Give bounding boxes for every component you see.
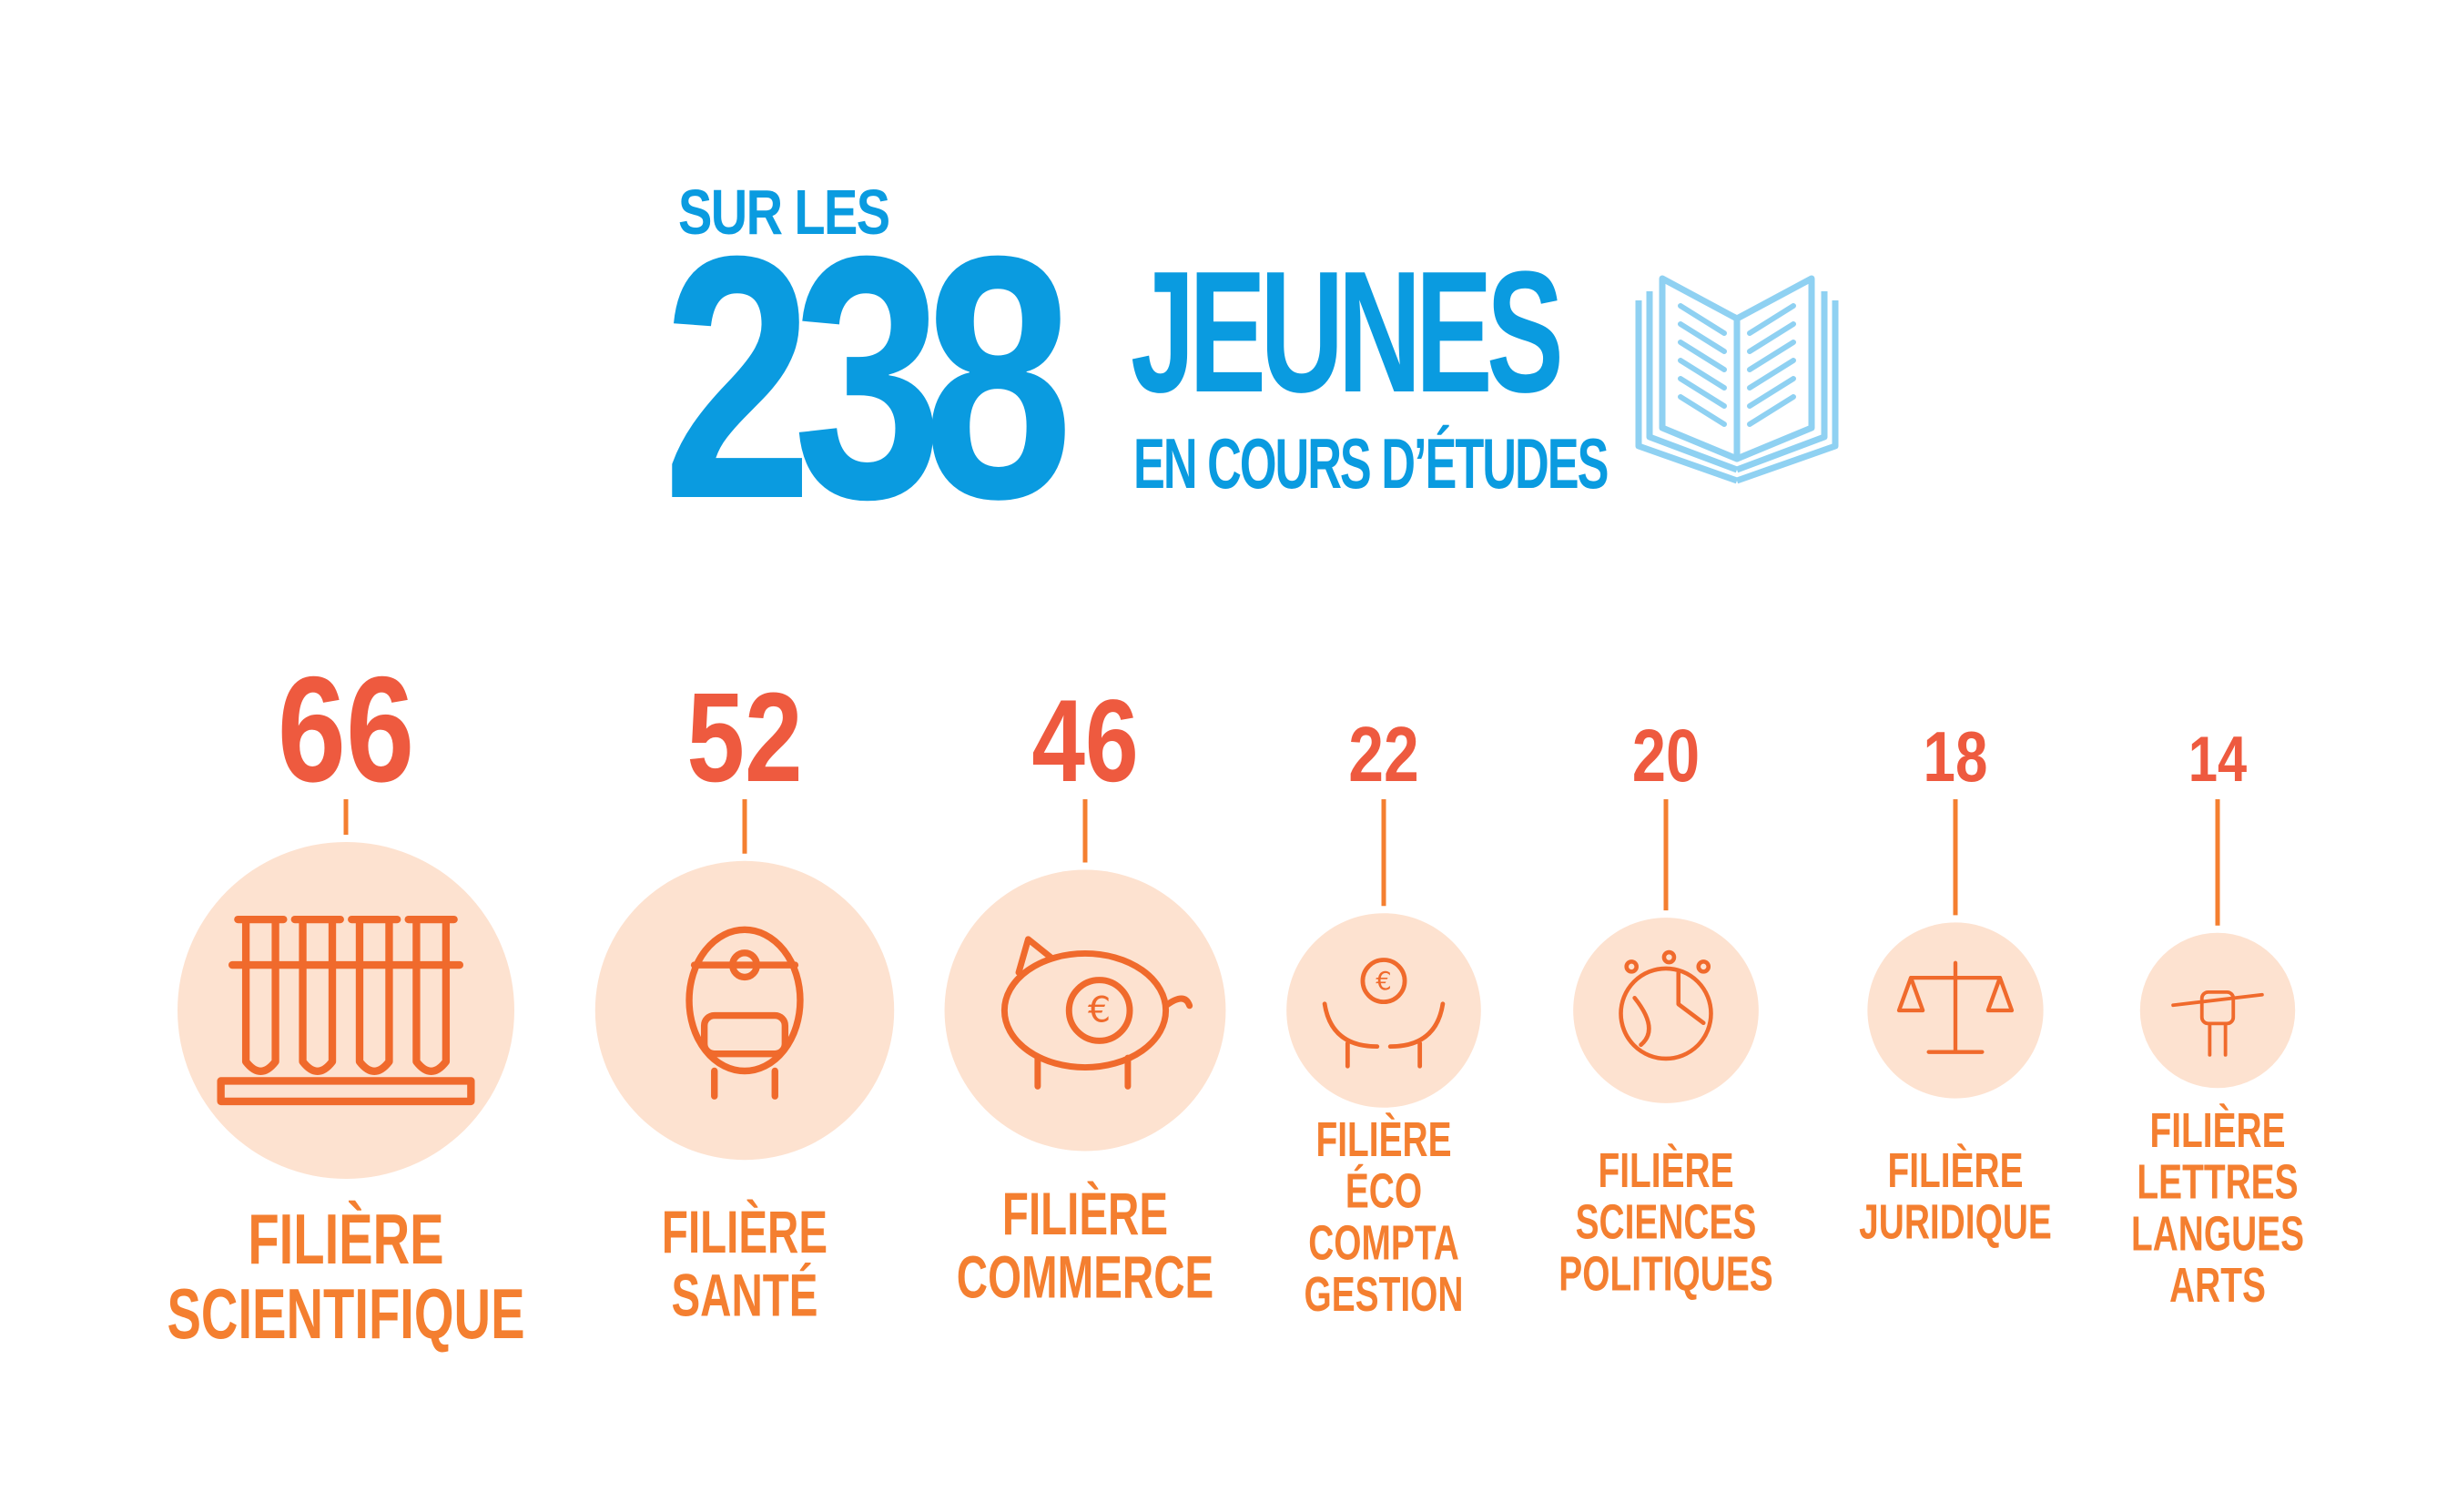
value-label: 46 — [1031, 675, 1138, 806]
value-label: 52 — [686, 666, 802, 808]
category-label-line: JURIDIQUE — [1859, 1193, 2052, 1249]
category-label-line: LANGUES — [2131, 1205, 2304, 1261]
header-noun: JEUNES — [1131, 236, 1564, 429]
svg-text:€: € — [1376, 968, 1391, 996]
header-prefix: SUR LES — [678, 177, 890, 248]
category-label-line: GESTION — [1305, 1266, 1464, 1322]
category-label-line: FILIÈRE — [2149, 1102, 2285, 1158]
value-label: 20 — [1632, 715, 1700, 797]
category-bubble — [944, 869, 1226, 1152]
category-label-line: FILIÈRE — [1887, 1142, 2023, 1198]
category-label-line: COMPTA — [1308, 1214, 1459, 1270]
category-bubble — [1573, 918, 1759, 1103]
value-label: 66 — [278, 644, 414, 813]
category-bubble — [1286, 913, 1481, 1108]
hand-pen-icon — [2171, 989, 2264, 1057]
test-tubes-icon — [217, 915, 475, 1106]
value-label: 18 — [1924, 718, 1988, 797]
category-label-line: ARTS — [2169, 1257, 2266, 1313]
category-label-line: FILIÈRE — [1315, 1111, 1451, 1167]
category-label-line: FILIÈRE — [1002, 1181, 1168, 1247]
category-bubble — [594, 860, 895, 1161]
category-label-line: SCIENTIFIQUE — [167, 1274, 524, 1354]
value-label: 14 — [2188, 724, 2247, 796]
category-label-line: SANTÉ — [671, 1263, 817, 1329]
header: SUR LES 238 JEUNES EN COURS D’ÉTUDES — [0, 0, 2447, 551]
category-label-line: LETTRES — [2137, 1153, 2298, 1209]
total-count: 238 — [663, 184, 1073, 571]
hands-euro-icon: € — [1322, 958, 1446, 1069]
category-label-line: FILIÈRE — [662, 1199, 828, 1265]
header-subtitle: EN COURS D’ÉTUDES — [1133, 423, 1609, 503]
category-bubble — [2139, 932, 2296, 1089]
doctor-icon — [685, 926, 804, 1100]
value-label: 22 — [1348, 713, 1419, 798]
category-label-line: ÉCO — [1345, 1162, 1422, 1218]
piggy-bank-icon: € — [1000, 936, 1193, 1090]
category-label-line: SCIENCES — [1576, 1193, 1757, 1249]
category-label-line: POLITIQUES — [1559, 1245, 1772, 1301]
svg-text:€: € — [1088, 989, 1111, 1031]
scales-icon — [1896, 960, 2015, 1054]
open-book-icon — [1635, 275, 1839, 484]
category-label-line: COMMERCE — [957, 1244, 1213, 1311]
category-label-line: FILIÈRE — [1598, 1142, 1733, 1198]
category-bubble — [178, 842, 514, 1179]
globe-network-icon — [1619, 949, 1713, 1061]
category-label-line: FILIÈRE — [248, 1200, 443, 1279]
